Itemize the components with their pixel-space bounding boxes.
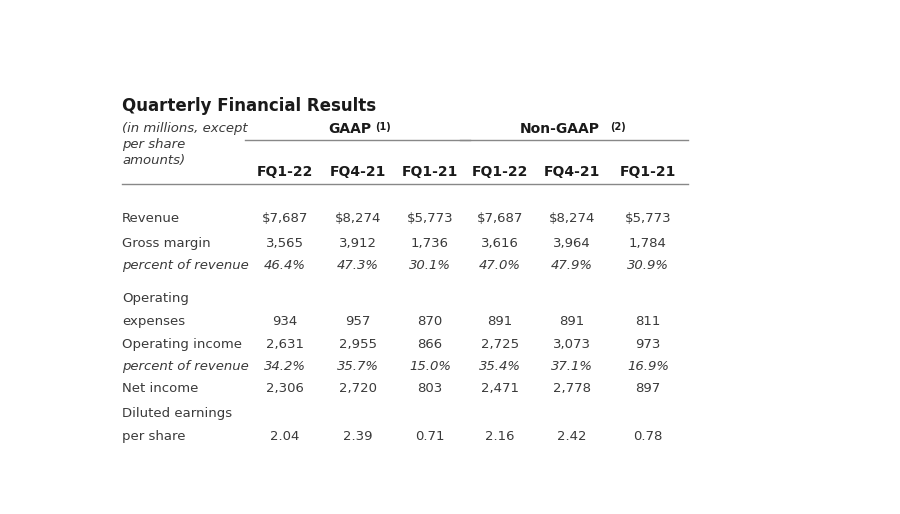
Text: 811: 811 [635,315,661,328]
Text: 973: 973 [635,338,661,351]
Text: $7,687: $7,687 [477,212,523,225]
Text: 891: 891 [560,315,585,328]
Text: 1,784: 1,784 [629,237,667,250]
Text: 2.42: 2.42 [557,430,587,443]
Text: 2,631: 2,631 [266,338,304,351]
Text: FQ1-22: FQ1-22 [472,165,528,179]
Text: per share: per share [122,138,185,151]
Text: percent of revenue: percent of revenue [122,360,248,373]
Text: FQ4-21: FQ4-21 [544,165,600,179]
Text: 3,616: 3,616 [482,237,519,250]
Text: 2,778: 2,778 [553,382,591,395]
Text: 47.9%: 47.9% [551,259,593,272]
Text: FQ1-22: FQ1-22 [256,165,313,179]
Text: $5,773: $5,773 [625,212,671,225]
Text: 2,725: 2,725 [481,338,519,351]
Text: 2.04: 2.04 [270,430,300,443]
Text: 2.16: 2.16 [485,430,515,443]
Text: (2): (2) [610,122,626,132]
Text: GAAP: GAAP [328,122,371,136]
Text: $8,274: $8,274 [549,212,595,225]
Text: 2.39: 2.39 [343,430,373,443]
Text: 0.71: 0.71 [415,430,445,443]
Text: FQ1-21: FQ1-21 [620,165,676,179]
Text: $5,773: $5,773 [407,212,454,225]
Text: $8,274: $8,274 [335,212,382,225]
Text: Non-GAAP: Non-GAAP [520,122,600,136]
Text: Gross margin: Gross margin [122,237,211,250]
Text: Revenue: Revenue [122,212,180,225]
Text: Operating: Operating [122,292,189,305]
Text: 15.0%: 15.0% [409,360,451,373]
Text: 934: 934 [273,315,298,328]
Text: 47.3%: 47.3% [337,259,379,272]
Text: Operating income: Operating income [122,338,242,351]
Text: 2,306: 2,306 [266,382,304,395]
Text: 3,073: 3,073 [553,338,591,351]
Text: Quarterly Financial Results: Quarterly Financial Results [122,97,376,115]
Text: FQ4-21: FQ4-21 [329,165,386,179]
Text: 866: 866 [418,338,443,351]
Text: percent of revenue: percent of revenue [122,259,248,272]
Text: 46.4%: 46.4% [264,259,306,272]
Text: amounts): amounts) [122,154,185,167]
Text: 2,720: 2,720 [339,382,377,395]
Text: 16.9%: 16.9% [627,360,669,373]
Text: Diluted earnings: Diluted earnings [122,407,232,420]
Text: expenses: expenses [122,315,185,328]
Text: 35.4%: 35.4% [479,360,521,373]
Text: 0.78: 0.78 [634,430,662,443]
Text: 3,565: 3,565 [266,237,304,250]
Text: 1,736: 1,736 [411,237,449,250]
Text: 891: 891 [488,315,513,328]
Text: Net income: Net income [122,382,198,395]
Text: 3,964: 3,964 [554,237,591,250]
Text: 2,955: 2,955 [339,338,377,351]
Text: 34.2%: 34.2% [264,360,306,373]
Text: 35.7%: 35.7% [337,360,379,373]
Text: (1): (1) [375,122,392,132]
Text: 2,471: 2,471 [481,382,519,395]
Text: 870: 870 [418,315,443,328]
Text: (in millions, except: (in millions, except [122,122,248,135]
Text: per share: per share [122,430,185,443]
Text: 803: 803 [418,382,443,395]
Text: 30.9%: 30.9% [627,259,669,272]
Text: 3,912: 3,912 [339,237,377,250]
Text: 47.0%: 47.0% [479,259,521,272]
Text: $7,687: $7,687 [262,212,308,225]
Text: 30.1%: 30.1% [409,259,451,272]
Text: 957: 957 [346,315,371,328]
Text: 37.1%: 37.1% [551,360,593,373]
Text: 897: 897 [635,382,661,395]
Text: FQ1-21: FQ1-21 [401,165,458,179]
